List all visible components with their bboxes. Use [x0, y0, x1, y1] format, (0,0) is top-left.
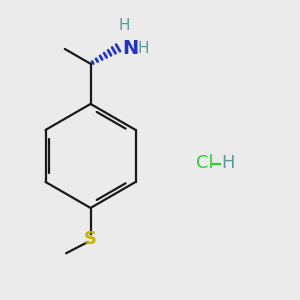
- Text: H: H: [221, 154, 235, 172]
- Text: H: H: [118, 18, 130, 33]
- Text: N: N: [122, 39, 139, 58]
- Text: H: H: [138, 41, 149, 56]
- Text: Cl: Cl: [196, 154, 214, 172]
- Text: S: S: [84, 230, 97, 248]
